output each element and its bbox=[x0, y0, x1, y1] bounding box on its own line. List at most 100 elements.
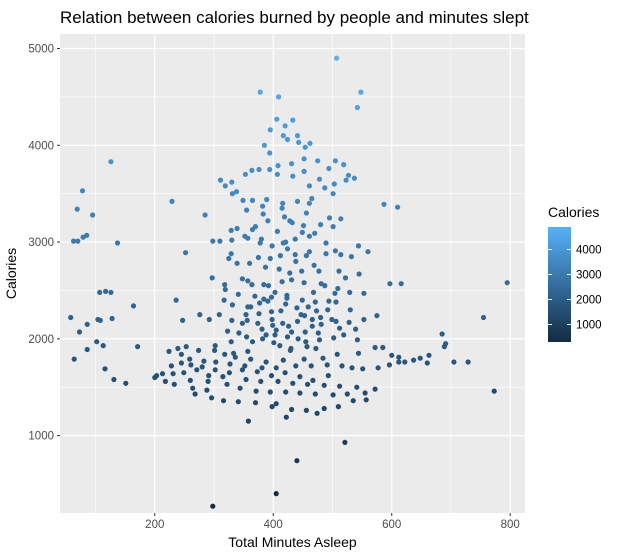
data-point bbox=[439, 331, 445, 337]
data-point bbox=[273, 401, 279, 407]
data-point bbox=[316, 268, 322, 274]
data-point bbox=[315, 158, 321, 164]
data-point bbox=[402, 359, 408, 365]
data-point bbox=[335, 404, 341, 410]
data-point bbox=[290, 173, 296, 179]
data-point bbox=[295, 336, 301, 342]
data-point bbox=[326, 165, 332, 172]
data-point bbox=[354, 104, 360, 111]
data-point bbox=[183, 344, 189, 350]
data-point bbox=[344, 391, 350, 397]
data-point bbox=[274, 171, 280, 177]
data-point bbox=[334, 55, 340, 61]
data-point bbox=[233, 189, 240, 195]
data-point bbox=[114, 240, 121, 246]
data-point bbox=[358, 89, 364, 95]
data-point bbox=[306, 200, 312, 206]
data-point bbox=[310, 289, 317, 295]
data-point bbox=[326, 298, 332, 304]
data-point bbox=[234, 260, 240, 266]
data-point bbox=[280, 320, 286, 326]
data-point bbox=[197, 312, 203, 318]
data-point bbox=[239, 276, 245, 282]
data-point bbox=[294, 133, 301, 139]
data-point bbox=[312, 230, 318, 236]
data-point bbox=[209, 275, 215, 281]
data-point bbox=[245, 348, 251, 354]
data-point bbox=[350, 398, 356, 404]
data-point bbox=[276, 94, 282, 100]
data-point bbox=[171, 381, 177, 387]
data-point bbox=[289, 277, 295, 283]
data-point bbox=[178, 360, 184, 366]
x-axis-ticks: 200 400 600 800 bbox=[145, 513, 520, 531]
data-point bbox=[90, 212, 96, 218]
data-point bbox=[491, 388, 497, 394]
data-point bbox=[281, 214, 288, 220]
data-point bbox=[108, 159, 114, 165]
data-point bbox=[71, 238, 77, 244]
y-axis-title: Calories bbox=[3, 248, 19, 299]
data-point bbox=[284, 295, 290, 301]
data-point bbox=[338, 252, 344, 258]
data-point bbox=[284, 136, 291, 143]
data-point bbox=[301, 356, 307, 362]
data-point bbox=[307, 140, 313, 146]
data-point bbox=[288, 345, 294, 352]
data-point bbox=[396, 359, 402, 365]
data-point bbox=[343, 177, 349, 183]
data-point bbox=[248, 304, 254, 310]
data-point bbox=[337, 383, 343, 389]
data-point bbox=[221, 297, 227, 303]
data-point bbox=[84, 321, 90, 327]
data-point bbox=[275, 163, 281, 169]
data-point bbox=[209, 395, 215, 401]
data-point bbox=[220, 374, 226, 380]
data-point bbox=[279, 279, 285, 285]
data-point bbox=[272, 289, 278, 295]
data-point bbox=[300, 223, 307, 229]
data-point bbox=[84, 346, 90, 353]
data-point bbox=[235, 291, 241, 297]
data-point bbox=[310, 377, 316, 383]
data-point bbox=[253, 388, 259, 394]
data-point bbox=[303, 210, 309, 216]
data-point bbox=[202, 212, 208, 218]
data-point bbox=[312, 391, 318, 397]
data-point bbox=[181, 370, 187, 376]
data-point bbox=[273, 491, 279, 497]
data-point bbox=[283, 239, 289, 245]
data-point bbox=[323, 240, 329, 246]
data-point bbox=[303, 253, 309, 259]
data-point bbox=[331, 335, 337, 341]
data-point bbox=[237, 385, 243, 391]
data-point bbox=[243, 376, 249, 383]
data-point bbox=[227, 361, 233, 367]
data-point bbox=[242, 363, 248, 369]
data-point bbox=[315, 330, 321, 336]
data-point bbox=[244, 317, 250, 323]
data-point bbox=[308, 363, 314, 369]
data-point bbox=[239, 320, 245, 326]
y-axis-ticks: 1000 2000 3000 4000 5000 bbox=[28, 44, 60, 443]
data-point bbox=[187, 356, 193, 362]
data-point bbox=[111, 376, 117, 383]
data-point bbox=[270, 322, 276, 328]
data-point bbox=[245, 278, 251, 284]
data-point bbox=[277, 343, 283, 349]
data-point bbox=[255, 254, 261, 261]
data-point bbox=[268, 294, 275, 300]
data-point bbox=[259, 365, 265, 371]
data-point bbox=[222, 282, 228, 288]
data-point bbox=[387, 281, 393, 287]
data-point bbox=[306, 183, 312, 189]
data-point bbox=[239, 367, 245, 373]
data-point bbox=[130, 303, 137, 309]
data-point bbox=[293, 258, 299, 264]
data-point bbox=[313, 345, 319, 352]
data-point bbox=[256, 166, 262, 173]
data-point bbox=[443, 341, 449, 347]
data-point bbox=[283, 301, 289, 307]
data-point bbox=[411, 357, 417, 363]
